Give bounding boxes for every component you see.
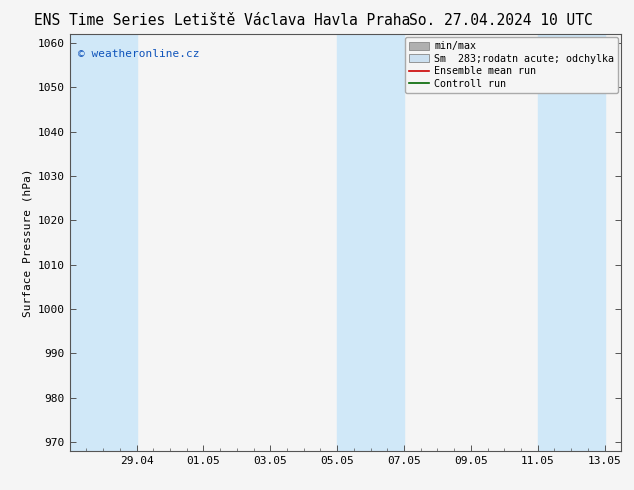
Bar	[70, 34, 136, 451]
Text: © weatheronline.cz: © weatheronline.cz	[78, 49, 200, 59]
Bar	[354, 34, 404, 451]
Bar	[337, 34, 354, 451]
Y-axis label: Surface Pressure (hPa): Surface Pressure (hPa)	[22, 168, 32, 317]
Text: So. 27.04.2024 10 UTC: So. 27.04.2024 10 UTC	[409, 13, 593, 28]
Text: ENS Time Series Letiště Václava Havla Praha: ENS Time Series Letiště Václava Havla Pr…	[34, 13, 410, 28]
Legend: min/max, Sm  283;rodatn acute; odchylka, Ensemble mean run, Controll run: min/max, Sm 283;rodatn acute; odchylka, …	[405, 37, 618, 93]
Bar	[538, 34, 605, 451]
